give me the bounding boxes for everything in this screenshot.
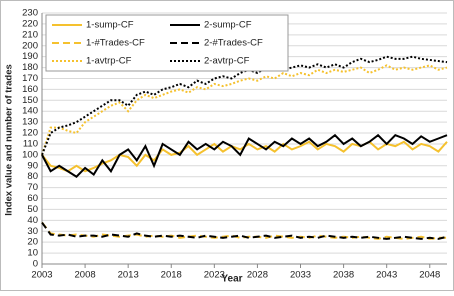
y-tick-label: 30: [27, 226, 38, 237]
y-tick-label: 10: [27, 248, 38, 259]
y-tick-label: 120: [22, 128, 38, 139]
y-tick-label: 140: [22, 106, 38, 117]
y-tick-label: 230: [22, 8, 38, 19]
y-axis-title: Index value and number of trades: [4, 64, 15, 216]
x-tick-label: 2018: [161, 270, 182, 281]
y-tick-label: 200: [22, 40, 38, 51]
x-axis-title: Year: [221, 274, 242, 285]
series-line: [41, 221, 448, 240]
y-tick-label: 210: [22, 29, 38, 40]
series-line: [41, 133, 448, 178]
x-tick-label: 2013: [118, 270, 139, 281]
legend-label: 2-sump-CF: [204, 20, 252, 31]
y-tick-label: 90: [27, 160, 38, 171]
y-tick-label: 170: [22, 73, 38, 84]
legend-box: [45, 14, 289, 72]
y-tick-label: 50: [27, 204, 38, 215]
y-tick-label: 20: [27, 237, 38, 248]
y-tick-label: 70: [27, 182, 38, 193]
x-tick-label: 2003: [31, 270, 52, 281]
x-tick-label: 2043: [376, 270, 397, 281]
legend-label: 1-sump-CF: [86, 20, 134, 31]
x-tick-label: 2038: [333, 270, 354, 281]
y-tick-label: 220: [22, 18, 38, 29]
y-tick-label: 40: [27, 215, 38, 226]
y-tick-label: 100: [22, 149, 38, 160]
legend-label: 1-avtrp-CF: [86, 56, 132, 67]
y-tick-label: 190: [22, 51, 38, 62]
y-tick-label: 110: [23, 138, 38, 149]
y-tick-label: 130: [22, 117, 38, 128]
y-tick-label: 180: [22, 62, 38, 73]
x-tick-label: 2033: [290, 270, 311, 281]
y-tick-label: 80: [27, 171, 38, 182]
legend-label: 1-#Trades-CF: [86, 38, 145, 49]
x-tick-label: 2008: [75, 270, 96, 281]
x-tick-label: 2048: [419, 270, 440, 281]
series-line: [41, 64, 448, 156]
x-tick-label: 2023: [204, 270, 225, 281]
y-tick-label: 150: [22, 95, 38, 106]
y-tick-label: 60: [27, 193, 38, 204]
y-tick-label: 160: [22, 84, 38, 95]
legend-label: 2-#Trades-CF: [204, 38, 263, 49]
legend-label: 2-avtrp-CF: [204, 56, 250, 67]
y-tick-label: 0: [33, 259, 38, 270]
x-tick-label: 2028: [247, 270, 268, 281]
